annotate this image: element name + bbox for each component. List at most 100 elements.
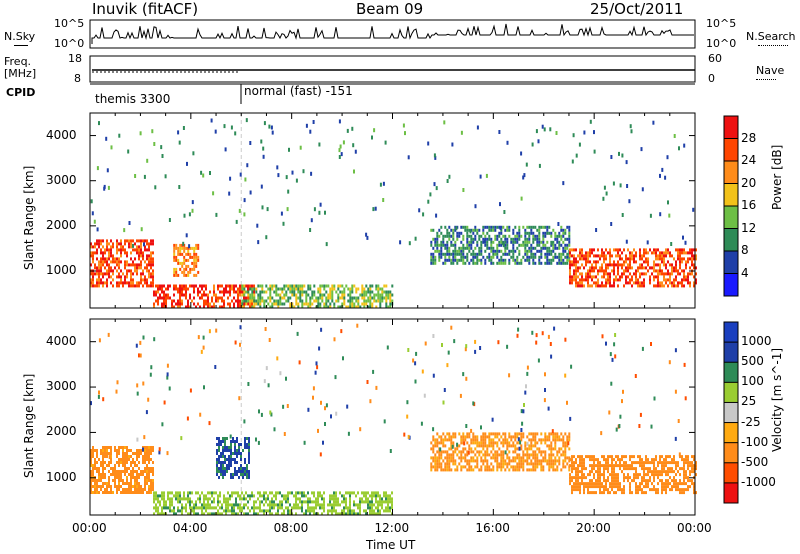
heatmap-cell bbox=[478, 228, 481, 232]
heatmap-cell bbox=[568, 225, 571, 229]
heatmap-cell bbox=[297, 305, 300, 309]
heatmap-cell bbox=[446, 234, 449, 238]
heatmap-cell bbox=[233, 290, 235, 294]
heatmap-cell bbox=[442, 459, 445, 463]
heatmap-cell bbox=[143, 174, 146, 179]
heatmap-cell bbox=[663, 257, 665, 261]
heatmap-cell bbox=[130, 242, 132, 246]
heatmap-cell bbox=[609, 281, 611, 285]
heatmap-cell bbox=[488, 453, 491, 457]
heatmap-cell bbox=[244, 440, 246, 443]
heatmap-cell bbox=[540, 432, 543, 436]
heatmap-cell bbox=[175, 497, 177, 501]
heatmap-cell bbox=[363, 500, 365, 504]
heatmap-cell bbox=[441, 343, 443, 347]
heatmap-cell bbox=[122, 281, 124, 285]
heatmap-cell bbox=[643, 491, 645, 495]
heatmap-cell bbox=[506, 243, 509, 247]
heatmap-cell bbox=[90, 485, 92, 488]
heatmap-cell bbox=[534, 234, 537, 238]
heatmap-cell bbox=[173, 273, 176, 277]
heatmap-cell bbox=[554, 252, 557, 256]
heatmap-cell bbox=[671, 269, 673, 273]
heatmap-cell bbox=[577, 467, 579, 471]
heatmap-cell bbox=[661, 491, 663, 495]
heatmap-cell bbox=[683, 269, 685, 273]
heatmap-cell bbox=[98, 272, 100, 276]
heatmap-cell bbox=[500, 255, 503, 259]
heatmap-cell bbox=[494, 456, 497, 460]
heatmap-cell bbox=[440, 246, 443, 250]
heatmap-cell bbox=[124, 446, 126, 449]
heatmap-cell bbox=[494, 237, 497, 241]
heatmap-cell bbox=[116, 380, 119, 385]
heatmap-cell bbox=[623, 476, 625, 480]
heatmap-cell bbox=[249, 284, 251, 288]
heatmap-cell bbox=[245, 299, 248, 303]
heatmap-cell bbox=[102, 281, 104, 285]
freq-left-tick-bottom: 8 bbox=[74, 72, 81, 85]
heatmap-cell bbox=[179, 246, 182, 250]
heatmap-cell bbox=[305, 299, 308, 303]
heatmap-cell bbox=[448, 453, 451, 457]
heatmap-cell bbox=[301, 284, 304, 288]
heatmap-cell bbox=[522, 435, 525, 439]
heatmap-cell bbox=[120, 281, 122, 285]
heatmap-cell bbox=[371, 497, 373, 501]
heatmap-cell bbox=[267, 509, 269, 513]
heatmap-cell bbox=[268, 124, 271, 129]
heatmap-cell bbox=[257, 506, 259, 510]
heatmap-cell bbox=[552, 258, 555, 262]
heatmap-cell bbox=[112, 278, 114, 282]
heatmap-cell bbox=[92, 257, 94, 261]
heatmap-cell bbox=[490, 225, 493, 229]
nave-label: Nave bbox=[756, 64, 785, 77]
heatmap-cell bbox=[575, 248, 577, 252]
heatmap-cell bbox=[233, 287, 235, 291]
heatmap-cell bbox=[538, 231, 541, 235]
heatmap-cell bbox=[269, 290, 272, 294]
heatmap-cell bbox=[140, 227, 143, 232]
heatmap-cell bbox=[611, 479, 613, 483]
heatmap-cell bbox=[528, 255, 531, 259]
heatmap-cell bbox=[637, 278, 639, 282]
heatmap-cell bbox=[534, 465, 537, 469]
heatmap-cell bbox=[173, 258, 176, 262]
heatmap-cell bbox=[187, 512, 189, 516]
heatmap-cell bbox=[681, 260, 683, 264]
heatmap-cell bbox=[144, 281, 146, 285]
heatmap-cell bbox=[243, 296, 245, 300]
heatmap-cell bbox=[543, 127, 546, 132]
heatmap-cell bbox=[526, 435, 529, 439]
heatmap-cell bbox=[516, 462, 519, 466]
heatmap-cell bbox=[520, 438, 523, 442]
heatmap-cell bbox=[514, 225, 517, 229]
heatmap-cell bbox=[173, 270, 176, 274]
heatmap-cell bbox=[116, 257, 118, 261]
heatmap-cell bbox=[387, 305, 390, 309]
heatmap-cell bbox=[343, 290, 346, 294]
heatmap-cell bbox=[318, 142, 321, 147]
heatmap-cell bbox=[480, 444, 483, 448]
heatmap-cell bbox=[134, 284, 136, 288]
heatmap-cell bbox=[367, 290, 370, 294]
heatmap-cell bbox=[329, 305, 332, 309]
heatmap-cell bbox=[197, 246, 200, 250]
heatmap-cell bbox=[444, 261, 447, 265]
heatmap-cell bbox=[641, 187, 644, 192]
heatmap-cell bbox=[496, 468, 499, 472]
y-tick-label: 2000 bbox=[46, 217, 77, 232]
colorbar-tick-label: -25 bbox=[741, 414, 761, 429]
heatmap-cell bbox=[130, 464, 132, 467]
heatmap-cell bbox=[92, 251, 94, 255]
heatmap-cell bbox=[490, 237, 493, 241]
heatmap-cell bbox=[462, 372, 465, 377]
heatmap-cell bbox=[301, 302, 304, 306]
heatmap-cell bbox=[634, 374, 637, 378]
heatmap-cell bbox=[321, 494, 323, 498]
heatmap-cell bbox=[116, 461, 118, 464]
heatmap-cell bbox=[641, 476, 643, 480]
heatmap-cell bbox=[613, 342, 616, 347]
heatmap-cell bbox=[601, 284, 603, 288]
heatmap-cell bbox=[225, 287, 227, 291]
